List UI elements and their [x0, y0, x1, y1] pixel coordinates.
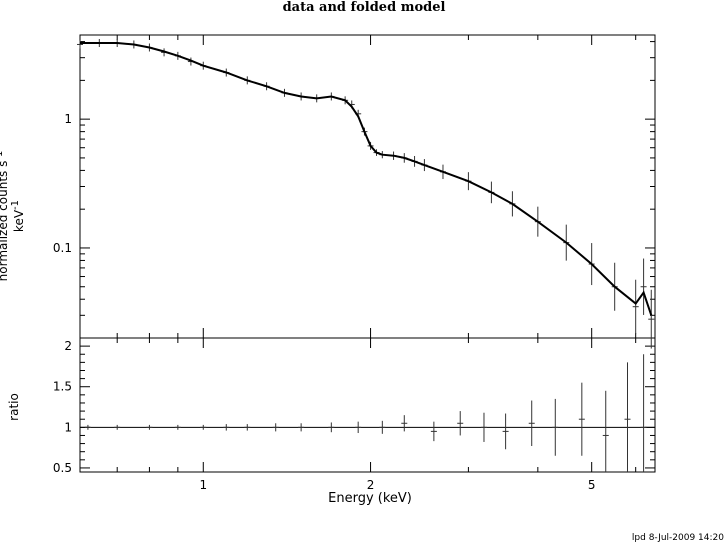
- y-tick-label: 1: [64, 420, 72, 434]
- x-tick-label: 5: [588, 478, 596, 492]
- y-tick-label: 0.5: [53, 461, 72, 475]
- x-tick-label: 2: [367, 478, 375, 492]
- x-axis-label: Energy (keV): [328, 491, 412, 506]
- x-tick-label: 1: [199, 478, 207, 492]
- bottom-panel-frame: [79, 337, 656, 473]
- timestamp-footer: lpd 8-Jul-2009 14:20: [631, 533, 724, 543]
- y-tick-label: 0.1: [53, 241, 72, 255]
- y-tick-label: 1.5: [53, 380, 72, 394]
- chart-title: data and folded model: [282, 0, 446, 15]
- y-tick-label: 1: [64, 112, 72, 126]
- top-panel-frame: [79, 34, 656, 339]
- y-tick-label: 2: [64, 339, 72, 353]
- model-line: [80, 42, 653, 316]
